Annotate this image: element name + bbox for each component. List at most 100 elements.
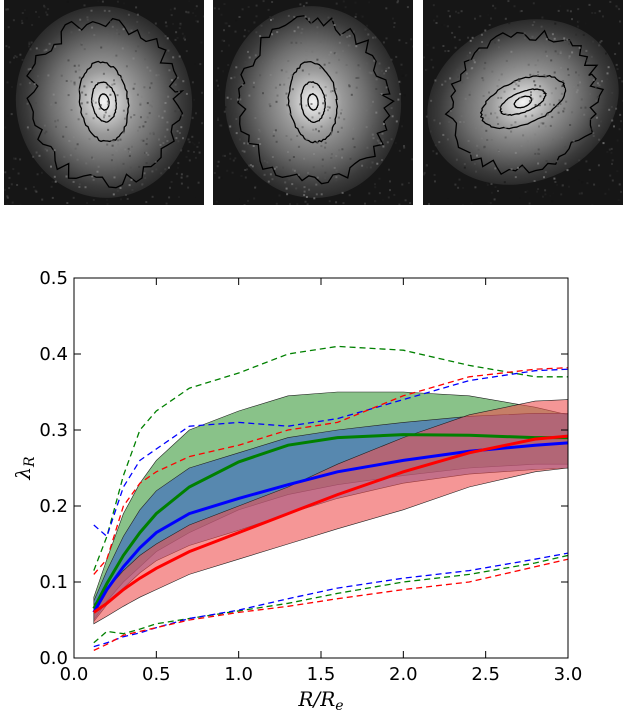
noise-speckle bbox=[527, 63, 530, 66]
noise-speckle bbox=[526, 190, 529, 193]
noise-speckle bbox=[588, 118, 591, 121]
noise-speckle bbox=[544, 50, 547, 53]
noise-speckle bbox=[136, 20, 139, 23]
noise-speckle bbox=[25, 17, 28, 20]
noise-speckle bbox=[113, 79, 115, 82]
noise-speckle bbox=[131, 145, 133, 148]
noise-speckle bbox=[510, 168, 513, 171]
noise-speckle bbox=[146, 102, 149, 105]
noise-speckle bbox=[77, 64, 80, 67]
noise-speckle bbox=[348, 84, 351, 87]
noise-speckle bbox=[598, 44, 601, 47]
noise-speckle bbox=[248, 164, 251, 167]
noise-speckle bbox=[463, 121, 465, 124]
noise-speckle bbox=[554, 87, 557, 90]
noise-speckle bbox=[99, 104, 102, 107]
noise-speckle bbox=[287, 77, 290, 80]
noise-speckle bbox=[455, 10, 457, 13]
noise-speckle bbox=[127, 147, 130, 150]
noise-speckle bbox=[484, 114, 487, 117]
noise-speckle bbox=[262, 92, 264, 95]
noise-speckle bbox=[324, 171, 327, 174]
noise-speckle bbox=[383, 72, 386, 75]
noise-speckle bbox=[327, 16, 330, 19]
noise-speckle bbox=[403, 94, 406, 97]
noise-speckle bbox=[357, 64, 360, 67]
scatter-band-3 bbox=[93, 399, 568, 625]
noise-speckle bbox=[475, 127, 478, 130]
noise-speckle bbox=[191, 135, 194, 138]
noise-speckle bbox=[412, 45, 413, 48]
noise-speckle bbox=[331, 18, 334, 21]
y-tick-label: 0.1 bbox=[39, 572, 68, 593]
noise-speckle bbox=[469, 58, 472, 61]
noise-speckle bbox=[267, 8, 270, 11]
noise-speckle bbox=[389, 189, 391, 192]
noise-speckle bbox=[276, 31, 279, 34]
noise-speckle bbox=[145, 201, 148, 204]
noise-speckle bbox=[144, 177, 147, 180]
noise-speckle bbox=[347, 44, 350, 47]
noise-speckle bbox=[272, 17, 274, 20]
noise-speckle bbox=[552, 138, 555, 141]
noise-speckle bbox=[517, 78, 520, 80]
noise-speckle bbox=[116, 94, 119, 97]
noise-speckle bbox=[111, 144, 114, 147]
noise-speckle bbox=[124, 148, 127, 151]
noise-speckle bbox=[617, 199, 620, 202]
noise-speckle bbox=[379, 74, 382, 77]
noise-speckle bbox=[333, 52, 336, 55]
noise-speckle bbox=[559, 67, 562, 69]
noise-speckle bbox=[393, 22, 396, 24]
noise-speckle bbox=[611, 91, 614, 94]
noise-speckle bbox=[589, 128, 592, 131]
noise-speckle bbox=[72, 196, 75, 199]
noise-speckle bbox=[426, 44, 429, 47]
noise-speckle bbox=[606, 72, 609, 75]
noise-speckle bbox=[530, 91, 532, 94]
noise-speckle bbox=[509, 29, 512, 32]
noise-speckle bbox=[247, 199, 249, 202]
noise-speckle bbox=[546, 55, 548, 58]
noise-speckle bbox=[468, 93, 471, 96]
noise-speckle bbox=[606, 150, 609, 153]
noise-speckle bbox=[354, 15, 357, 18]
galaxy-image-2 bbox=[213, 0, 413, 205]
noise-speckle bbox=[457, 75, 459, 78]
noise-speckle bbox=[523, 37, 526, 40]
noise-speckle bbox=[333, 166, 336, 169]
noise-speckle bbox=[186, 175, 189, 178]
noise-speckle bbox=[140, 139, 143, 142]
noise-speckle bbox=[323, 63, 326, 66]
isophote-contour bbox=[300, 81, 326, 124]
noise-speckle bbox=[537, 59, 539, 62]
noise-speckle bbox=[553, 103, 555, 106]
noise-speckle bbox=[322, 102, 325, 105]
noise-speckle bbox=[158, 105, 161, 108]
noise-speckle bbox=[152, 100, 155, 103]
noise-speckle bbox=[380, 93, 383, 96]
isophote-contour bbox=[479, 74, 567, 130]
noise-speckle bbox=[503, 90, 506, 93]
noise-speckle bbox=[140, 95, 143, 98]
noise-speckle bbox=[30, 41, 33, 44]
noise-speckle bbox=[124, 117, 127, 120]
noise-speckle bbox=[144, 151, 147, 154]
noise-speckle bbox=[614, 53, 617, 55]
noise-speckle bbox=[166, 121, 169, 124]
noise-speckle bbox=[374, 183, 376, 186]
noise-speckle bbox=[78, 186, 81, 188]
noise-speckle bbox=[195, 20, 198, 23]
noise-speckle bbox=[196, 145, 199, 148]
noise-speckle bbox=[488, 24, 491, 26]
noise-speckle bbox=[29, 67, 32, 70]
noise-speckle bbox=[444, 50, 447, 53]
noise-speckle bbox=[507, 65, 509, 68]
noise-speckle bbox=[199, 73, 201, 76]
noise-speckle bbox=[287, 60, 290, 62]
noise-speckle bbox=[541, 195, 544, 198]
noise-speckle bbox=[355, 13, 358, 16]
noise-speckle bbox=[331, 90, 334, 92]
noise-speckle bbox=[312, 85, 314, 88]
noise-speckle bbox=[243, 150, 246, 153]
